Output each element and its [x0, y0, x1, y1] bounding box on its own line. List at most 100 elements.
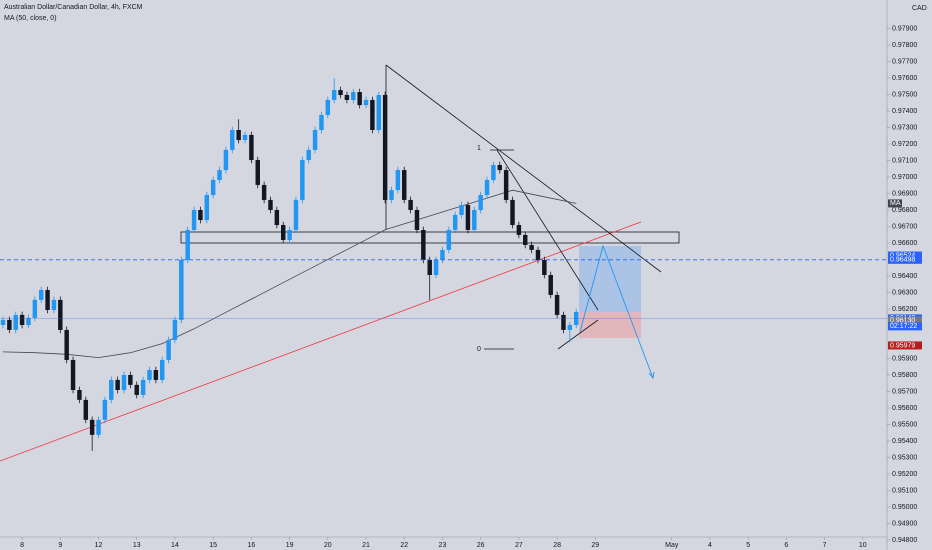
candle-body — [503, 170, 509, 200]
candle-body — [274, 210, 280, 226]
fib-label: 1 — [477, 145, 481, 152]
candle-body — [83, 399, 89, 420]
y-tick-label: 0.95100 — [892, 487, 917, 494]
candle-body — [51, 299, 57, 310]
candle-body — [230, 129, 235, 150]
x-tick-label: 14 — [171, 542, 179, 549]
trend-line — [557, 319, 599, 350]
candle-body — [338, 90, 343, 96]
x-tick-label: May — [665, 542, 679, 549]
x-tick-label: 29 — [591, 542, 599, 549]
candle-body — [325, 99, 331, 115]
candle-body — [38, 290, 44, 300]
candle-body — [172, 319, 178, 340]
candle-body — [280, 225, 286, 241]
price-tag — [888, 255, 922, 264]
x-tick-label: 21 — [362, 542, 370, 549]
y-tick-label: 0.96600 — [892, 240, 917, 247]
candle-body — [255, 160, 260, 185]
x-tick-label: 9 — [58, 542, 62, 549]
candle-body — [217, 170, 222, 180]
candle-body — [102, 399, 108, 420]
candle-body — [306, 149, 311, 161]
candle-body — [472, 210, 477, 230]
y-tick-label: 0.97500 — [892, 91, 917, 98]
candle-body — [191, 210, 197, 230]
y-tick-label: 0.96800 — [892, 207, 917, 214]
candle-body — [389, 190, 394, 200]
y-tick-label: 0.94900 — [892, 520, 917, 527]
fib-label: 0 — [477, 346, 481, 353]
y-tick-label: 0.96900 — [892, 190, 917, 197]
ma-tag — [888, 199, 902, 208]
candle-body — [402, 170, 407, 200]
y-tick-label: 0.96400 — [892, 273, 917, 280]
countdown-tag — [888, 322, 922, 331]
x-tick-label: 16 — [247, 542, 255, 549]
y-tick-label: 0.95600 — [892, 405, 917, 412]
candle-body — [58, 299, 63, 330]
x-tick-label: 26 — [477, 542, 485, 549]
candle-body — [166, 339, 171, 360]
candle-body — [7, 319, 12, 330]
candle-body — [128, 374, 133, 385]
candle-body — [516, 225, 522, 235]
price-tag — [888, 316, 922, 325]
candle-body — [223, 149, 229, 171]
x-tick-label: 10 — [859, 542, 867, 549]
candle-body — [567, 324, 573, 330]
candle-body — [64, 329, 69, 360]
x-tick-label: 12 — [95, 542, 103, 549]
candle-body — [210, 179, 216, 195]
x-tick-label: 27 — [515, 542, 523, 549]
candle-body — [484, 179, 490, 195]
y-tick-label: 0.97900 — [892, 25, 917, 32]
candle-body — [140, 379, 146, 395]
candle-body — [249, 134, 254, 161]
price-tag-label: 0.95979 — [890, 342, 915, 349]
x-tick-label: 8 — [20, 542, 24, 549]
x-tick-label: 23 — [439, 542, 447, 549]
candle-body — [529, 244, 534, 250]
candle-body — [96, 419, 101, 435]
candle-body — [77, 389, 82, 400]
y-tick-label: 0.97700 — [892, 58, 917, 65]
candle-body — [26, 317, 31, 325]
candle-body — [319, 114, 324, 130]
candle-body — [115, 379, 120, 390]
candle-body — [510, 199, 515, 226]
price-tag — [888, 341, 922, 350]
y-tick-label: 0.97300 — [892, 124, 917, 131]
trend-line — [385, 64, 662, 273]
candle-body — [198, 210, 203, 221]
candle-body — [261, 184, 267, 200]
candle-body — [268, 199, 273, 211]
y-tick-label: 0.95900 — [892, 355, 917, 362]
candle-body — [89, 419, 95, 435]
candle-body — [159, 359, 165, 380]
y-tick-label: 0.97400 — [892, 108, 917, 115]
candle-body — [421, 229, 426, 260]
candle-body — [109, 379, 114, 400]
candle-body — [414, 210, 420, 230]
arrow-head — [648, 371, 655, 380]
x-tick-label: 5 — [746, 542, 750, 549]
candle-body — [0, 319, 6, 325]
y-tick-label: 0.95400 — [892, 438, 917, 445]
y-tick-label: 0.95700 — [892, 388, 917, 395]
countdown: 02:17:22 — [890, 323, 917, 330]
candle-body — [363, 99, 369, 106]
candle-body — [408, 199, 413, 211]
y-tick-label: 0.97100 — [892, 157, 917, 164]
x-tick-label: 20 — [324, 542, 332, 549]
y-tick-label: 0.94800 — [892, 537, 917, 544]
candle-body — [134, 384, 139, 395]
candle-body — [478, 194, 483, 211]
moving-average — [2, 189, 577, 359]
candle-body — [70, 359, 76, 390]
x-tick-label: 6 — [784, 542, 788, 549]
candle-body — [459, 205, 464, 215]
target-zone — [579, 246, 641, 312]
